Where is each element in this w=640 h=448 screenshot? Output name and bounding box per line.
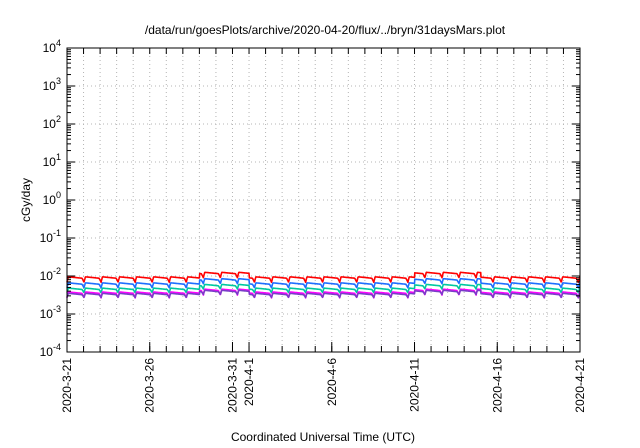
x-tick-label: 2020-4-6: [325, 358, 339, 406]
y-tick-label: 10-4: [40, 342, 61, 359]
axes: 10-4 10-3 10-2 10-1 100 101 102 103 104 2020-3-21…: [40, 38, 587, 413]
series-line: [66, 283, 581, 294]
y-tick-label: 100: [43, 190, 61, 207]
x-tick-label: 2020-3-31: [225, 358, 239, 413]
y-tick-label: 102: [43, 114, 61, 131]
x-tick-label: 2020-3-26: [143, 358, 157, 413]
series-line: [66, 271, 581, 284]
x-tick-label: 2020-4-1: [242, 358, 256, 406]
series-line: [66, 277, 581, 289]
chart-title: /data/run/goesPlots/archive/2020-04-20/f…: [145, 23, 506, 37]
y-tick-label: 104: [43, 38, 61, 55]
y-tick-label: 10-2: [40, 266, 61, 283]
y-tick-label: 10-1: [40, 228, 61, 245]
x-axis-label: Coordinated Universal Time (UTC): [231, 430, 415, 444]
x-tick-label: 2020-4-21: [573, 358, 587, 413]
y-tick-label: 101: [43, 152, 61, 169]
series-line: [66, 289, 581, 299]
x-tick-label: 2020-4-11: [408, 358, 422, 412]
y-tick-label: 103: [43, 76, 61, 93]
y-tick-label: 10-3: [40, 304, 61, 321]
grid: [67, 48, 580, 352]
x-tick-label: 2020-3-21: [60, 358, 74, 413]
series-group: [66, 271, 581, 299]
y-axis-label: cGy/day: [19, 178, 33, 222]
x-tick-label: 2020-4-16: [490, 358, 504, 413]
